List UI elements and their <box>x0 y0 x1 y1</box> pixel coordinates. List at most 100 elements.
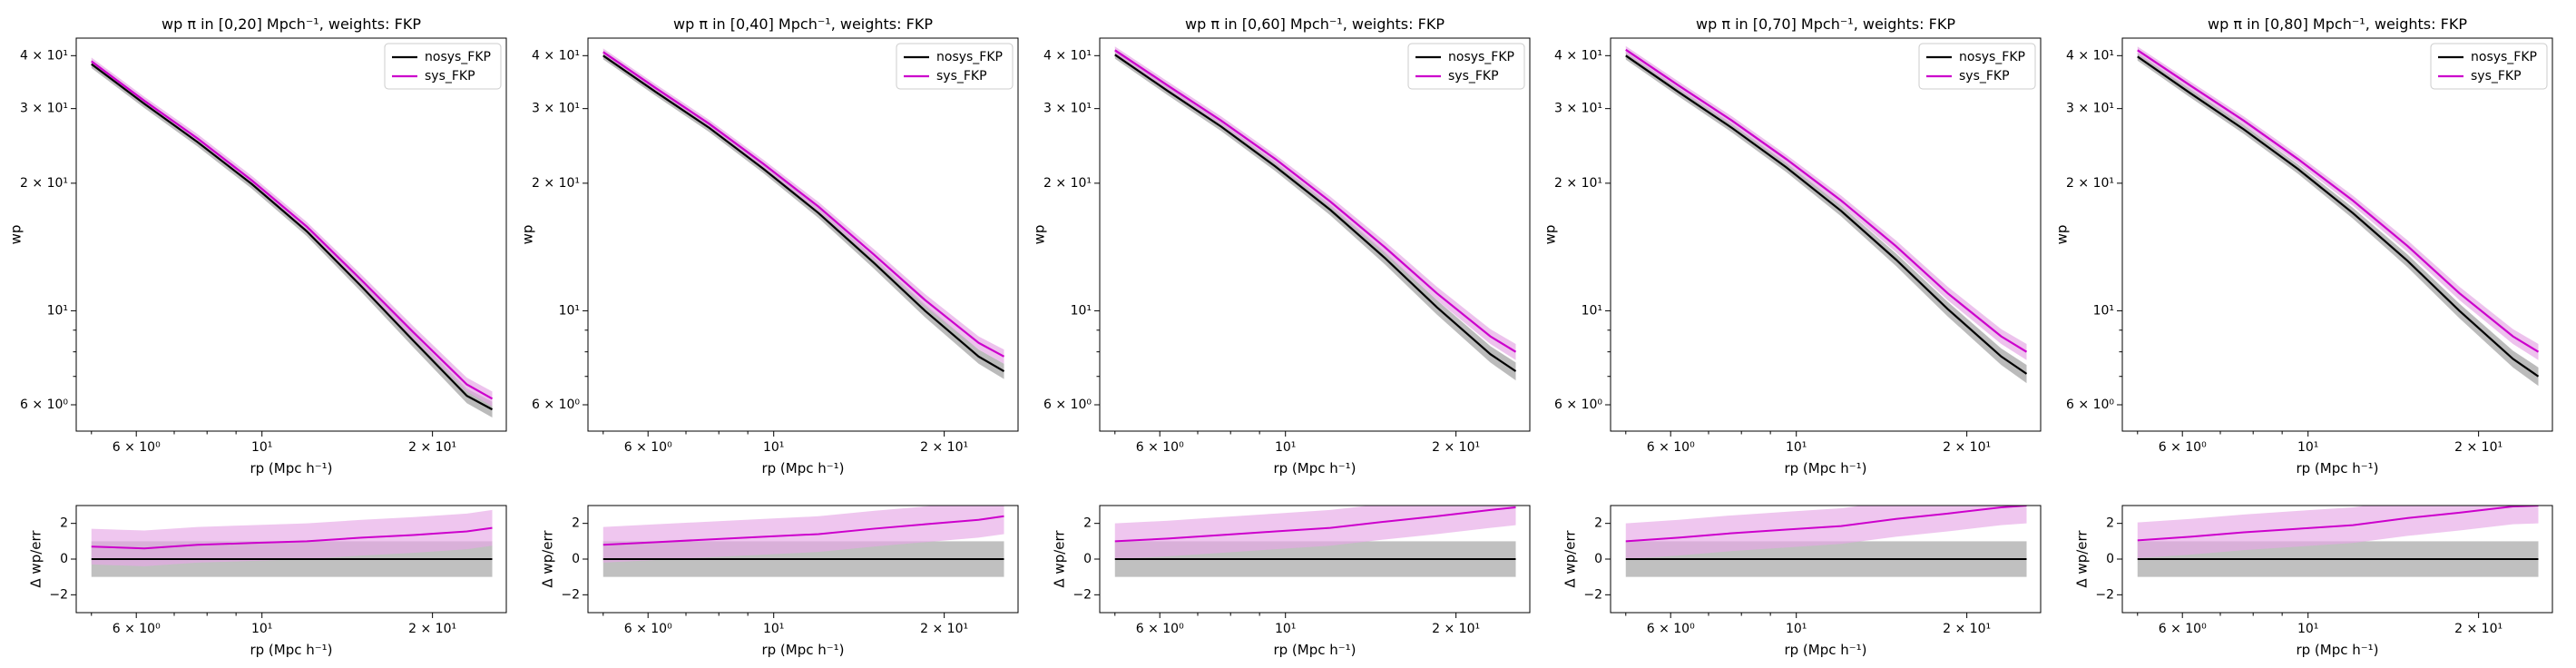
x-tick-label: 6 × 10⁰ <box>2159 440 2207 455</box>
y-tick-label: 0 <box>1083 552 1092 566</box>
y-tick-label: 4 × 10¹ <box>2066 48 2114 63</box>
x-tick-label: 2 × 10¹ <box>920 440 968 455</box>
legend-box <box>2430 43 2548 90</box>
legend: nosys_FKP sys_FKP <box>1918 43 2036 90</box>
x-axis-label: rp (Mpc h⁻¹) <box>1273 642 1356 658</box>
y-axis-label: wp <box>2054 225 2071 245</box>
legend: nosys_FKP sys_FKP <box>1407 43 1525 90</box>
chart-panel-4: wp π in [0,70] Mpch⁻¹, weights: FKP 6 × 1… <box>1543 15 2042 658</box>
x-tick-label: 10¹ <box>1786 622 1807 636</box>
top-axes-frame <box>1610 37 2042 432</box>
residual-band-sys <box>2137 506 2539 559</box>
y-tick-label: 3 × 10¹ <box>20 102 68 116</box>
legend-label: nosys_FKP <box>936 50 1003 64</box>
error-band-nosys_FKP <box>91 60 493 418</box>
legend-label: nosys_FKP <box>425 50 491 64</box>
y-tick-label: 2 × 10¹ <box>1554 176 1602 191</box>
y-tick-label: 2 <box>1083 516 1092 531</box>
legend: nosys_FKP sys_FKP <box>2430 43 2548 90</box>
y-axis-label: wp <box>8 225 24 245</box>
legend-label: sys_FKP <box>425 69 475 84</box>
x-tick-label: 2 × 10¹ <box>1943 440 1991 455</box>
chart-title: wp π in [0,60] Mpch⁻¹, weights: FKP <box>1185 15 1445 33</box>
y-tick-label: 0 <box>2106 552 2114 566</box>
x-tick-label: 6 × 10⁰ <box>113 622 161 636</box>
x-tick-label: 2 × 10¹ <box>1432 622 1480 636</box>
x-tick-label: 2 × 10¹ <box>1432 440 1480 455</box>
x-axis-label: rp (Mpc h⁻¹) <box>1784 642 1866 658</box>
x-tick-label: 10¹ <box>1275 622 1296 636</box>
x-tick-label: 2 × 10¹ <box>408 440 456 455</box>
x-tick-label: 6 × 10⁰ <box>1647 440 1695 455</box>
bottom-plot-area <box>1625 506 2027 577</box>
y-tick-label: 2 <box>2106 516 2114 531</box>
x-tick-label: 10¹ <box>251 622 272 636</box>
y-tick-label: 10¹ <box>559 303 580 318</box>
x-tick-label: 6 × 10⁰ <box>113 440 161 455</box>
y-tick-label: 2 <box>1594 516 1602 531</box>
legend-box <box>384 43 502 90</box>
error-band-sys_FKP <box>602 48 1004 364</box>
y-tick-label: 6 × 10⁰ <box>1043 398 1092 412</box>
top-plot-area <box>1625 45 2028 384</box>
y-tick-label: −2 <box>561 587 580 602</box>
legend-box <box>896 43 1014 90</box>
x-tick-label: 10¹ <box>763 440 784 455</box>
y-tick-label: 2 × 10¹ <box>1043 176 1092 191</box>
legend: nosys_FKP sys_FKP <box>896 43 1014 90</box>
bottom-plot-area <box>91 509 493 577</box>
x-tick-label: 10¹ <box>763 622 784 636</box>
bottom-plot-area <box>2137 506 2539 577</box>
y-tick-label: −2 <box>2095 587 2114 602</box>
x-axis-label: rp (Mpc h⁻¹) <box>1273 460 1356 476</box>
residual-line-sys <box>1114 506 1516 543</box>
top-axes-frame <box>75 37 507 432</box>
y-tick-label: 10¹ <box>2093 303 2114 318</box>
x-tick-label: 2 × 10¹ <box>408 622 456 636</box>
x-tick-label: 6 × 10⁰ <box>2159 622 2207 636</box>
x-tick-label: 6 × 10⁰ <box>624 440 672 455</box>
y-tick-label: 4 × 10¹ <box>1554 48 1602 63</box>
top-axes-frame <box>2121 37 2553 432</box>
y-tick-label: 2 × 10¹ <box>20 176 68 191</box>
legend-label: nosys_FKP <box>1448 50 1514 64</box>
series-line-nosys_FKP <box>1114 54 1517 372</box>
x-tick-label: 10¹ <box>251 440 272 455</box>
x-tick-label: 10¹ <box>1786 440 1807 455</box>
legend-box <box>1918 43 2036 90</box>
chart-title: wp π in [0,70] Mpch⁻¹, weights: FKP <box>1696 15 1955 33</box>
y-tick-label: 10¹ <box>1582 303 1602 318</box>
top-axes-frame <box>587 37 1019 432</box>
error-band-nosys_FKP <box>2137 53 2539 387</box>
y-tick-label: 4 × 10¹ <box>532 48 580 63</box>
y-tick-label: 10¹ <box>47 303 68 318</box>
legend-label: nosys_FKP <box>2471 50 2537 64</box>
x-tick-label: 10¹ <box>2297 622 2318 636</box>
series-line-nosys_FKP <box>1625 54 2028 375</box>
chart-panel-1: wp π in [0,20] Mpch⁻¹, weights: FKP 6 × 1… <box>8 15 507 658</box>
y-tick-label: −2 <box>49 587 68 602</box>
x-tick-label: 2 × 10¹ <box>920 622 968 636</box>
series-line-nosys_FKP <box>2137 55 2540 378</box>
x-tick-label: 10¹ <box>2297 440 2318 455</box>
y-tick-label: 4 × 10¹ <box>1043 48 1092 63</box>
y-tick-label: −2 <box>1073 587 1092 602</box>
y-axis-label: Δ wp/err <box>1562 530 1579 588</box>
x-tick-label: 6 × 10⁰ <box>1647 622 1695 636</box>
y-tick-label: 10¹ <box>1071 303 1092 318</box>
y-axis-label: Δ wp/err <box>540 530 556 588</box>
y-tick-label: 2 <box>572 516 580 531</box>
legend-label: nosys_FKP <box>1959 50 2025 64</box>
top-plot-area <box>2137 46 2540 387</box>
error-band-nosys_FKP <box>1114 51 1516 381</box>
x-axis-label: rp (Mpc h⁻¹) <box>1784 460 1866 476</box>
error-band-nosys_FKP <box>1625 52 2027 384</box>
x-axis-label: rp (Mpc h⁻¹) <box>250 460 332 476</box>
top-plot-area <box>91 57 494 418</box>
y-tick-label: 2 <box>60 516 68 531</box>
x-tick-label: 2 × 10¹ <box>1943 622 1991 636</box>
residual-line-sys <box>1625 506 2027 543</box>
y-tick-label: 4 × 10¹ <box>20 48 68 63</box>
y-tick-label: −2 <box>1583 587 1602 602</box>
